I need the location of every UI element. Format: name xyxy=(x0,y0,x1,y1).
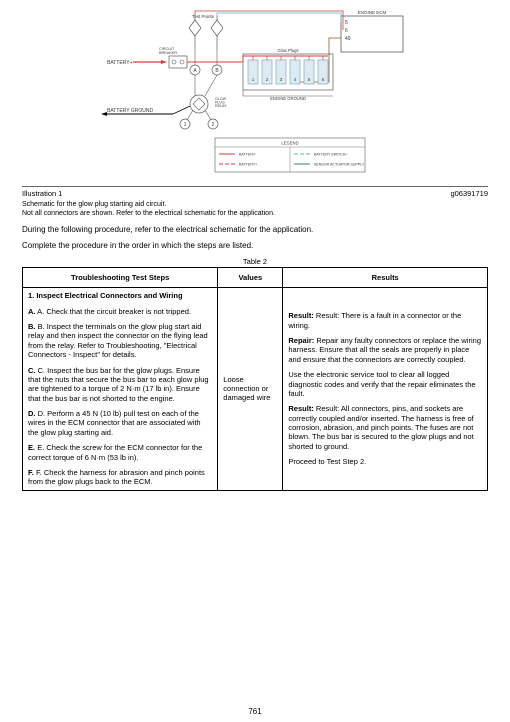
svg-text:Glow Plugs: Glow Plugs xyxy=(277,48,298,53)
svg-text:2: 2 xyxy=(212,122,215,128)
svg-text:Test Points: Test Points xyxy=(192,14,215,19)
svg-text:BATTERY SWITCH+: BATTERY SWITCH+ xyxy=(314,153,347,157)
header-values: Values xyxy=(218,268,283,288)
svg-text:5: 5 xyxy=(345,20,348,26)
result-3: Use the electronic service tool to clear… xyxy=(288,370,482,398)
schematic-diagram: ENGINE ECM 5 6 49 Test Points BATTERY+ CIRCUIT… xyxy=(95,10,415,180)
step-1b: B. Inspect the terminals on the glow plu… xyxy=(28,322,208,359)
schematic-diagram-container: ENGINE ECM 5 6 49 Test Points BATTERY+ CIRCUIT… xyxy=(22,10,488,180)
page-number: 761 xyxy=(0,707,510,716)
svg-text:SENSOR ACTUATOR SUPPLY: SENSOR ACTUATOR SUPPLY xyxy=(314,163,365,167)
svg-text:BATTERY-: BATTERY- xyxy=(239,153,257,157)
table-row: 1. Inspect Electrical Connectors and Wir… xyxy=(23,288,488,490)
cell-values: Loose connection or damaged wire xyxy=(218,288,283,490)
svg-text:BATTERY+: BATTERY+ xyxy=(239,163,257,167)
separator-rule xyxy=(22,186,488,187)
caption-line-2: Not all connectors are shown. Refer to t… xyxy=(22,210,488,219)
step-1a: A. Check that the circuit breaker is not… xyxy=(37,307,191,316)
illustration-row: Illustration 1 g06391719 xyxy=(22,189,488,198)
svg-text:1: 1 xyxy=(184,122,187,128)
table-label: Table 2 xyxy=(22,257,488,266)
cell-results: Result: Result: There is a fault in a co… xyxy=(283,288,488,490)
body-paragraph-1: During the following procedure, refer to… xyxy=(22,225,488,235)
cell-steps: 1. Inspect Electrical Connectors and Wir… xyxy=(23,288,218,490)
caption-block: Schematic for the glow plug starting aid… xyxy=(22,201,488,219)
svg-text:LEGEND: LEGEND xyxy=(281,141,298,146)
illustration-label: Illustration 1 xyxy=(22,189,62,198)
svg-text:ENGINE GROUND: ENGINE GROUND xyxy=(270,96,306,101)
header-steps: Troubleshooting Test Steps xyxy=(23,268,218,288)
svg-text:49: 49 xyxy=(345,36,351,42)
svg-text:CIRCUITBREAKER: CIRCUITBREAKER xyxy=(159,47,177,55)
svg-text:BATTERY+: BATTERY+ xyxy=(107,60,133,66)
illustration-code: g06391719 xyxy=(450,189,488,198)
step-1f: F. Check the harness for abrasion and pi… xyxy=(28,468,205,486)
step-1e: E. Check the screw for the ECM connector… xyxy=(28,443,202,461)
step-1c: C. Inspect the bus bar for the glow plug… xyxy=(28,366,209,403)
svg-text:ENGINE ECM: ENGINE ECM xyxy=(358,10,387,15)
svg-text:BATTERY GROUND: BATTERY GROUND xyxy=(107,108,154,114)
result-1: Result: There is a fault in a connector … xyxy=(288,311,461,329)
step-1d: D. Perform a 45 N (10 lb) pull test on e… xyxy=(28,409,201,437)
header-results: Results xyxy=(283,268,488,288)
caption-line-1: Schematic for the glow plug starting aid… xyxy=(22,201,488,210)
repair-1: Repair any faulty connectors or replace … xyxy=(288,336,481,364)
svg-text:6: 6 xyxy=(345,28,348,34)
table-header-row: Troubleshooting Test Steps Values Result… xyxy=(23,268,488,288)
result-5: Proceed to Test Step 2. xyxy=(288,457,482,466)
body-paragraph-2: Complete the procedure in the order in w… xyxy=(22,241,488,251)
troubleshooting-table: Troubleshooting Test Steps Values Result… xyxy=(22,267,488,490)
result-4: Result: All connectors, pins, and socket… xyxy=(288,404,473,451)
step-1-title: 1. Inspect Electrical Connectors and Wir… xyxy=(28,291,183,300)
svg-text:GLOWPLUGRELAY: GLOWPLUGRELAY xyxy=(215,97,227,108)
